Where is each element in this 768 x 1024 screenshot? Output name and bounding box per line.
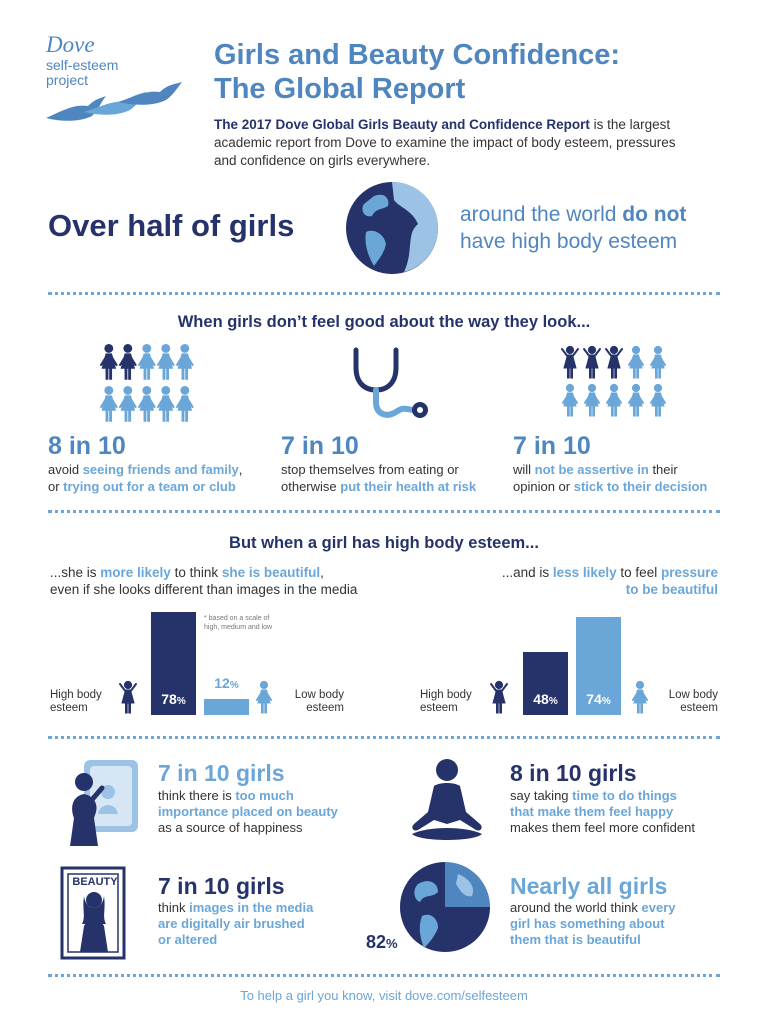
- stat-text: think there is too much importance place…: [158, 788, 338, 835]
- bar-value-label: 74%: [586, 691, 611, 707]
- girl-icon: [562, 383, 578, 417]
- headline-over-half: Over half of girls: [48, 208, 295, 243]
- dove-birds-icon: [46, 82, 182, 121]
- girl-mirror-icon: [70, 760, 138, 846]
- bar-value-label: 12%: [214, 675, 239, 691]
- bar: [204, 699, 249, 715]
- divider: [48, 974, 720, 977]
- bar: [523, 652, 568, 715]
- girl-icon: [628, 345, 644, 379]
- girl-icon: [119, 680, 137, 714]
- high-esteem-label: High body esteem: [50, 689, 102, 714]
- stat-number: 8 in 10: [48, 432, 126, 460]
- girl-icon: [650, 383, 666, 417]
- girl-icon: [138, 385, 156, 422]
- bar-value-label: 48%: [533, 691, 558, 707]
- girl-icon: [632, 680, 648, 714]
- girl-icon: [119, 343, 137, 380]
- girls-group-icon: [561, 345, 666, 417]
- girl-icon: [584, 383, 600, 417]
- magazine-label: BEAUTY: [72, 876, 118, 888]
- girl-arms-up-icon: [119, 680, 137, 714]
- stat-heading: Nearly all girls: [510, 873, 668, 899]
- girl-icon: [490, 680, 508, 714]
- right-chart-caption: ...and is less likely to feel pressure t…: [501, 565, 718, 597]
- girl-icon: [138, 343, 156, 380]
- girl-arms-up-icon: [490, 680, 508, 714]
- low-esteem-label: Low body esteem: [668, 689, 718, 714]
- divider: [48, 736, 720, 739]
- bar-value-label: 78%: [161, 691, 186, 707]
- girl-icon: [650, 345, 666, 379]
- high-esteem-label: High body esteem: [420, 689, 472, 714]
- globe-icon: [400, 862, 490, 952]
- section1-heading: When girls don’t feel good about the way…: [177, 313, 591, 331]
- stat-text: avoid seeing friends and family, or tryi…: [48, 462, 243, 494]
- girl-icon: [628, 383, 644, 417]
- girl-icon: [100, 385, 118, 422]
- headline-around-world: around the world do not have high body e…: [460, 203, 687, 253]
- girl-icon: [157, 343, 175, 380]
- girl-icon: [606, 383, 622, 417]
- stat-heading: 8 in 10 girls: [510, 760, 637, 786]
- girl-icon: [632, 680, 648, 714]
- footnote: * based on a scale of high, medium and l…: [204, 615, 273, 631]
- girl-icon: [100, 343, 118, 380]
- stat-text: around the world think every girl has so…: [510, 900, 676, 947]
- girl-icon: [119, 385, 137, 422]
- girl-icon: [176, 385, 194, 422]
- divider: [48, 292, 720, 295]
- bar: [576, 617, 621, 715]
- girl-icon: [176, 343, 194, 380]
- footer-link-text[interactable]: To help a girl you know, visit dove.com/…: [240, 988, 528, 1003]
- stethoscope-icon: [353, 347, 428, 418]
- globe-percentage: 82%: [366, 932, 398, 952]
- brand-subtitle: self-esteem project: [46, 57, 119, 88]
- stat-number: 7 in 10: [513, 432, 591, 460]
- left-chart-caption: ...she is more likely to think she is be…: [50, 565, 358, 597]
- stat-text: say taking time to do things that make t…: [510, 788, 695, 835]
- stat-text: will not be assertive in their opinion o…: [513, 462, 708, 494]
- stat-text: think images in the media are digitally …: [158, 900, 314, 947]
- girls-group-icon: [100, 343, 194, 422]
- girl-icon: [157, 385, 175, 422]
- brand-logo: Dove: [46, 32, 95, 57]
- stat-text: stop themselves from eating or otherwise…: [281, 462, 477, 494]
- girl-icon: [583, 345, 601, 379]
- stat-heading: 7 in 10 girls: [158, 760, 285, 786]
- stat-number: 7 in 10: [281, 432, 359, 460]
- girl-icon: [605, 345, 623, 379]
- stat-heading: 7 in 10 girls: [158, 873, 285, 899]
- divider: [48, 510, 720, 513]
- meditating-girl-icon: [412, 759, 482, 840]
- globe-icon: [346, 182, 438, 274]
- girl-icon: [256, 680, 272, 714]
- bar: [151, 612, 196, 715]
- girl-icon: [256, 680, 272, 714]
- low-esteem-label: Low body esteem: [294, 689, 344, 714]
- intro-paragraph: The 2017 Dove Global Girls Beauty and Co…: [214, 117, 676, 168]
- beauty-magazine-icon: [60, 866, 126, 960]
- girl-icon: [561, 345, 579, 379]
- page-title: Girls and Beauty Confidence: The Global …: [214, 39, 621, 105]
- section2-heading: But when a girl has high body esteem...: [229, 534, 539, 552]
